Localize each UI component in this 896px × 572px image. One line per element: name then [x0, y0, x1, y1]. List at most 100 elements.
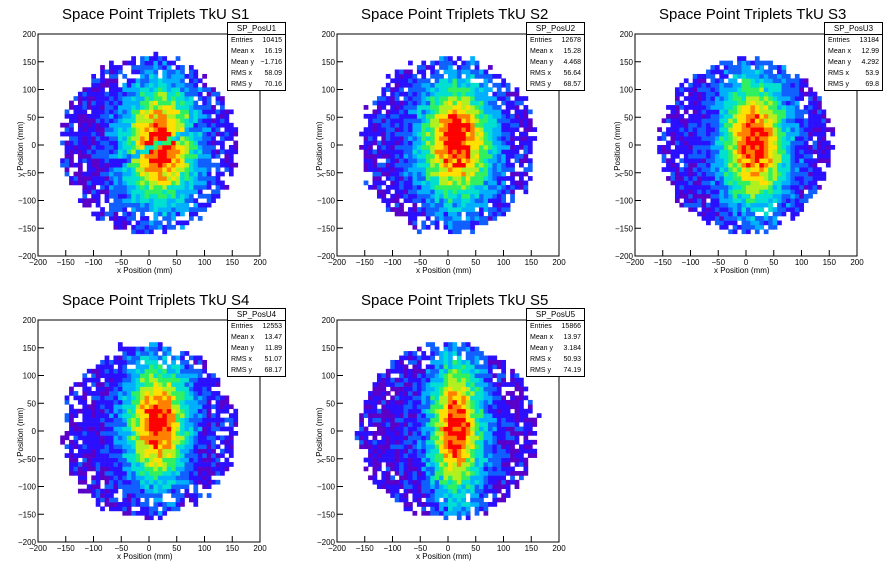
heatmap-bin: [479, 180, 484, 186]
heatmap-bin: [470, 229, 475, 235]
y-tick-label: −150: [317, 224, 336, 233]
heatmap-bin: [135, 408, 141, 414]
heatmap-bin: [69, 470, 74, 476]
heatmap-bin: [381, 431, 387, 436]
heatmap-bin: [206, 118, 212, 124]
heatmap-bin: [763, 96, 769, 101]
heatmap-bin: [692, 91, 698, 97]
heatmap-bin: [144, 422, 150, 427]
heatmap-bin: [193, 484, 199, 490]
heatmap-bin: [95, 122, 101, 128]
heatmap-bin: [434, 184, 440, 190]
heatmap-bin: [359, 439, 364, 445]
heatmap-bin: [754, 60, 760, 66]
heatmap-bin: [175, 404, 181, 410]
heatmap-bin: [746, 65, 751, 70]
heatmap-bin: [171, 493, 176, 498]
heatmap-bin: [144, 457, 150, 463]
heatmap-bin: [439, 56, 444, 61]
heatmap-bin: [69, 404, 74, 410]
heatmap-bin: [785, 145, 791, 150]
heatmap-bin: [661, 153, 667, 159]
heatmap-bin: [162, 466, 168, 472]
heatmap-bin: [220, 453, 225, 458]
heatmap-bin: [171, 198, 176, 204]
heatmap-bin: [746, 189, 751, 195]
heatmap-bin: [215, 422, 221, 427]
heatmap-bin: [403, 417, 409, 423]
heatmap-bin: [149, 395, 154, 401]
heatmap-bin: [403, 118, 409, 124]
heatmap-bin: [430, 171, 435, 177]
heatmap-bin: [100, 391, 105, 396]
heatmap-bin: [421, 140, 427, 146]
heatmap-bin: [157, 382, 163, 387]
heatmap-bin: [701, 216, 707, 221]
heatmap-bin: [710, 211, 716, 217]
heatmap-bin: [117, 502, 123, 507]
heatmap-bin: [95, 493, 101, 498]
heatmap-bin: [421, 87, 427, 93]
heatmap-bin: [202, 127, 208, 132]
heatmap-bin: [456, 73, 462, 79]
heatmap-bin: [153, 510, 159, 516]
heatmap-bin: [104, 453, 110, 458]
heatmap-bin: [790, 127, 796, 132]
heatmap-bin: [180, 113, 185, 119]
heatmap-bin: [77, 162, 83, 168]
heatmap-bin: [95, 466, 101, 472]
y-tick-label: 50: [27, 113, 36, 122]
heatmap-bin: [215, 417, 221, 423]
heatmap-bin: [211, 118, 216, 124]
heatmap-bin: [135, 122, 141, 128]
x-tick-label: −200: [29, 544, 48, 553]
heatmap-bin: [157, 475, 163, 481]
heatmap-bin: [808, 184, 813, 190]
heatmap-bin: [157, 153, 163, 159]
heatmap-bin: [157, 373, 163, 379]
heatmap-bin: [171, 488, 176, 494]
x-tick-label: 150: [226, 258, 240, 267]
heatmap-bin: [368, 475, 373, 481]
heatmap-bin: [430, 109, 435, 115]
heatmap-bin: [505, 184, 511, 190]
heatmap-bin: [381, 100, 387, 106]
heatmap-bin: [443, 127, 449, 132]
heatmap-bin: [220, 426, 225, 432]
heatmap-bin: [100, 158, 105, 164]
heatmap-bin: [95, 82, 101, 88]
heatmap-bin: [135, 382, 141, 387]
heatmap-bin: [430, 162, 435, 168]
heatmap-bin: [153, 113, 159, 119]
heatmap-bin: [126, 100, 132, 106]
heatmap-bin: [220, 100, 225, 106]
heatmap-bin: [746, 220, 751, 226]
heatmap-bin: [206, 466, 212, 472]
heatmap-bin: [197, 127, 203, 132]
heatmap-bin: [372, 167, 378, 172]
heatmap-bin: [104, 488, 110, 494]
heatmap-bin: [719, 145, 725, 150]
heatmap-bin: [452, 149, 458, 155]
heatmap-bin: [750, 180, 756, 186]
heatmap-bin: [122, 484, 128, 490]
heatmap-bin: [180, 202, 185, 208]
heatmap-bin: [131, 189, 136, 195]
heatmap-bin: [799, 202, 805, 208]
heatmap-bin: [777, 202, 782, 208]
heatmap-bin: [100, 426, 105, 432]
heatmap-bin: [479, 91, 484, 97]
heatmap-bin: [674, 136, 680, 141]
heatmap-bin: [95, 189, 101, 195]
heatmap-bin: [706, 113, 711, 119]
heatmap-bin: [157, 346, 163, 352]
heatmap-bin: [211, 426, 216, 432]
heatmap-bin: [670, 113, 676, 119]
heatmap-bin: [144, 113, 150, 119]
heatmap-bin: [202, 193, 208, 199]
heatmap-bin: [372, 386, 378, 392]
heatmap-bin: [82, 391, 88, 396]
heatmap-bin: [91, 180, 97, 186]
heatmap-bin: [144, 399, 150, 405]
heatmap-bin: [456, 113, 462, 119]
